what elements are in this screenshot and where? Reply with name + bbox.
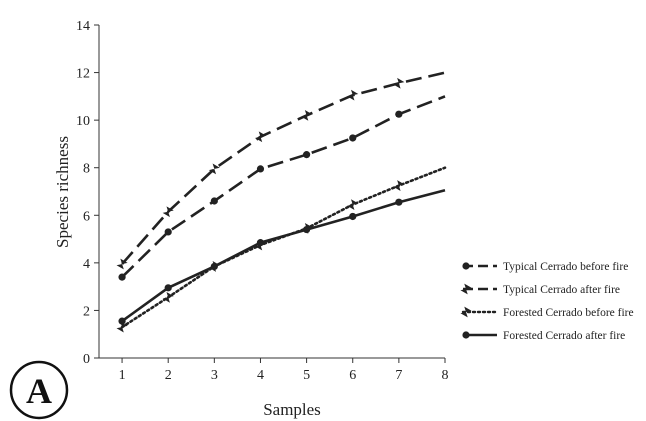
y-tick-label: 4 — [83, 257, 90, 272]
data-point — [349, 212, 357, 221]
data-point — [347, 89, 359, 101]
legend-label: Forested Cerrado after fire — [503, 330, 625, 342]
panel-label-text: A — [26, 371, 52, 411]
x-axis-label: Samples — [263, 400, 321, 419]
data-point — [162, 206, 174, 218]
data-point — [301, 109, 313, 121]
y-tick-label: 6 — [83, 209, 90, 224]
series-4 — [118, 189, 446, 325]
y-tick-label: 8 — [83, 162, 90, 177]
x-tick-label: 6 — [349, 368, 356, 383]
data-point — [116, 321, 128, 333]
y-tick-label: 12 — [76, 67, 90, 82]
legend-entry: Forested Cerrado before fire — [460, 306, 634, 319]
data-point — [393, 77, 405, 89]
x-tick-label: 3 — [211, 368, 218, 383]
data-point — [395, 198, 403, 206]
data-point — [116, 258, 128, 270]
x-tick-label: 2 — [165, 368, 172, 383]
panel-label: A — [9, 360, 69, 420]
x-tick-label: 5 — [303, 368, 310, 383]
data-point — [208, 163, 220, 175]
data-point — [393, 180, 405, 191]
panel-label-circle — [9, 360, 69, 420]
legend-entry: Forested Cerrado after fire — [462, 330, 625, 342]
series-line — [120, 166, 447, 329]
data-point — [118, 273, 126, 281]
y-tick-label: 14 — [76, 19, 90, 34]
data-point — [162, 291, 174, 303]
data-point — [256, 165, 265, 173]
legend-marker — [460, 283, 472, 295]
y-axis-label: Species richness — [53, 136, 72, 248]
legend-marker — [460, 306, 472, 318]
series-3 — [116, 166, 447, 333]
x-tick-label: 4 — [257, 368, 264, 383]
series-layer — [116, 71, 447, 333]
x-tick-label: 7 — [395, 368, 402, 383]
data-point — [395, 110, 403, 118]
data-point — [349, 134, 357, 142]
series-line — [121, 71, 446, 265]
data-point — [254, 131, 267, 143]
legend-marker — [462, 331, 470, 339]
legend-entry: Typical Cerrado before fire — [462, 261, 628, 273]
y-tick-label: 0 — [83, 352, 90, 367]
data-point — [303, 225, 311, 234]
data-point — [118, 317, 126, 325]
data-point — [303, 151, 311, 159]
series-line — [121, 189, 446, 323]
data-point — [256, 239, 265, 247]
data-point — [210, 262, 218, 271]
legend-label: Forested Cerrado before fire — [503, 307, 634, 319]
x-tick-label: 1 — [119, 368, 126, 383]
legend-entry: Typical Cerrado after fire — [460, 283, 620, 296]
data-point — [164, 228, 172, 236]
series-1 — [118, 95, 446, 281]
data-point — [347, 199, 359, 210]
x-tick-label: 8 — [442, 368, 449, 383]
data-point — [164, 284, 172, 292]
legend-label: Typical Cerrado before fire — [503, 261, 628, 273]
series-2 — [116, 71, 446, 270]
legend-marker — [462, 262, 470, 270]
legend-label: Typical Cerrado after fire — [503, 284, 620, 296]
series-line — [121, 95, 446, 279]
y-tick-label: 10 — [76, 114, 90, 129]
data-point — [210, 197, 218, 205]
y-tick-label: 2 — [83, 304, 90, 319]
legend: Typical Cerrado before fire Typical Cerra… — [460, 261, 634, 342]
